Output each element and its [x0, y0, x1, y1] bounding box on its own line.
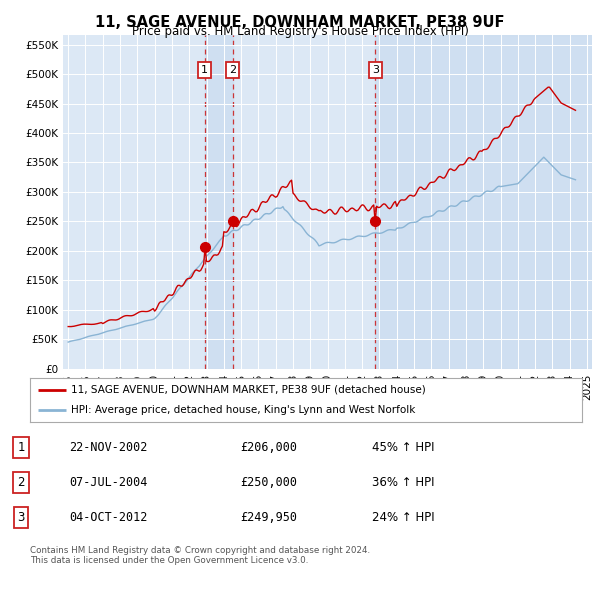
Text: This data is licensed under the Open Government Licence v3.0.: This data is licensed under the Open Gov… — [30, 556, 308, 565]
Text: 2: 2 — [229, 65, 236, 75]
Text: 36% ↑ HPI: 36% ↑ HPI — [372, 476, 434, 489]
Text: £249,950: £249,950 — [240, 511, 297, 524]
Text: 04-OCT-2012: 04-OCT-2012 — [69, 511, 148, 524]
Text: HPI: Average price, detached house, King's Lynn and West Norfolk: HPI: Average price, detached house, King… — [71, 405, 416, 415]
Text: 11, SAGE AVENUE, DOWNHAM MARKET, PE38 9UF (detached house): 11, SAGE AVENUE, DOWNHAM MARKET, PE38 9U… — [71, 385, 426, 395]
Text: £206,000: £206,000 — [240, 441, 297, 454]
Text: 3: 3 — [17, 511, 25, 524]
Bar — [376, 35, 592, 369]
Text: 07-JUL-2004: 07-JUL-2004 — [69, 476, 148, 489]
Text: 2: 2 — [17, 476, 25, 489]
Text: 11, SAGE AVENUE, DOWNHAM MARKET, PE38 9UF: 11, SAGE AVENUE, DOWNHAM MARKET, PE38 9U… — [95, 15, 505, 30]
Text: Price paid vs. HM Land Registry's House Price Index (HPI): Price paid vs. HM Land Registry's House … — [131, 25, 469, 38]
Text: £250,000: £250,000 — [240, 476, 297, 489]
Bar — [205, 35, 233, 369]
Text: 24% ↑ HPI: 24% ↑ HPI — [372, 511, 434, 524]
Text: Contains HM Land Registry data © Crown copyright and database right 2024.: Contains HM Land Registry data © Crown c… — [30, 546, 370, 555]
Text: 45% ↑ HPI: 45% ↑ HPI — [372, 441, 434, 454]
Text: 3: 3 — [372, 65, 379, 75]
Text: 1: 1 — [17, 441, 25, 454]
Text: 22-NOV-2002: 22-NOV-2002 — [69, 441, 148, 454]
Text: 1: 1 — [201, 65, 208, 75]
